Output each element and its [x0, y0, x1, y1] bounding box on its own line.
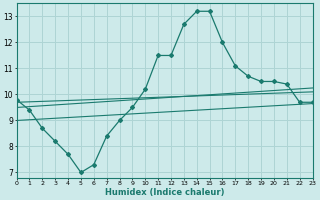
X-axis label: Humidex (Indice chaleur): Humidex (Indice chaleur): [105, 188, 224, 197]
